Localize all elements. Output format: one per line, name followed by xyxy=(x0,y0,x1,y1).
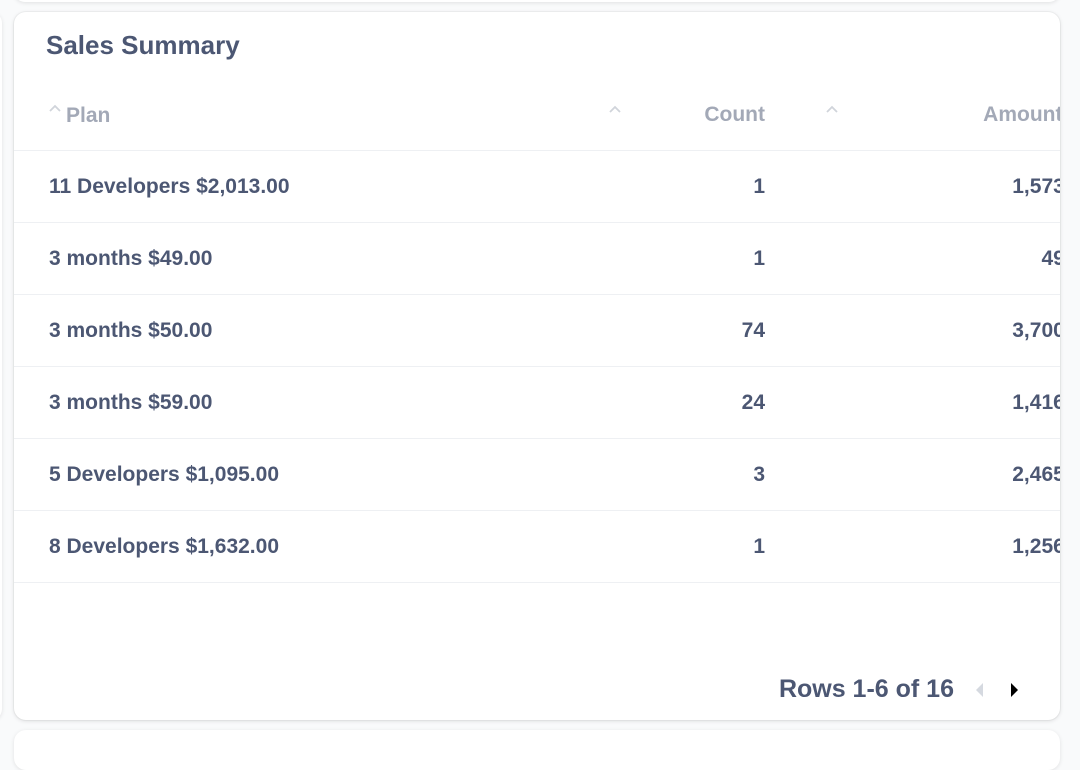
previous-card xyxy=(14,0,1060,2)
sales-summary-card: Sales Summary Plan Count xyxy=(14,12,1060,720)
rows-range-label: Rows 1-6 of 16 xyxy=(778,675,954,703)
cell-plan: 3 months $50.00 xyxy=(14,294,608,367)
table-row[interactable]: 3 months $49.00 1 49.00 xyxy=(14,222,1060,295)
cell-count: 24 xyxy=(608,366,765,439)
table-row[interactable]: 3 months $59.00 24 1,416.00 xyxy=(14,366,1060,439)
column-label-count: Count xyxy=(704,103,765,126)
column-label-amount: Amount ($) xyxy=(983,103,1060,126)
cell-count: 1 xyxy=(608,150,765,223)
cell-amount: 49.00 xyxy=(765,222,1060,295)
table-row[interactable]: 11 Developers $2,013.00 1 1,573.00 xyxy=(14,150,1060,223)
pagination: Rows 1-6 of 16 xyxy=(779,675,1026,704)
next-card xyxy=(14,730,1060,770)
cell-count: 1 xyxy=(608,510,765,583)
cell-amount: 1,256.00 xyxy=(765,510,1060,583)
cell-count: 74 xyxy=(608,294,765,367)
previous-page-button[interactable] xyxy=(968,676,990,704)
table-row[interactable]: 8 Developers $1,632.00 1 1,256.00 xyxy=(14,510,1060,583)
column-header-plan[interactable]: Plan xyxy=(14,80,608,151)
cell-plan: 3 months $59.00 xyxy=(14,366,608,439)
sort-arrow-icon[interactable] xyxy=(825,96,839,113)
side-card xyxy=(0,12,2,720)
cell-amount: 1,573.00 xyxy=(765,150,1060,223)
summary-table: Plan Count Amount ($) xyxy=(14,80,1060,583)
cell-amount: 1,416.00 xyxy=(765,366,1060,439)
cell-count: 3 xyxy=(608,438,765,511)
sort-arrow-icon[interactable] xyxy=(48,103,62,113)
chevron-right-icon xyxy=(1011,682,1018,697)
sort-arrow-icon[interactable] xyxy=(608,96,622,113)
cell-plan: 8 Developers $1,632.00 xyxy=(14,510,608,583)
column-header-amount[interactable]: Amount ($) xyxy=(765,80,1060,151)
column-header-count[interactable]: Count xyxy=(608,80,765,151)
cell-amount: 2,465.00 xyxy=(765,438,1060,511)
chevron-left-icon xyxy=(976,682,983,697)
cell-plan: 11 Developers $2,013.00 xyxy=(14,150,608,223)
table-row[interactable]: 3 months $50.00 74 3,700.00 xyxy=(14,294,1060,367)
card-title: Sales Summary xyxy=(46,30,240,60)
table-header-row: Plan Count Amount ($) xyxy=(14,80,1060,151)
table-row[interactable]: 5 Developers $1,095.00 3 2,465.00 xyxy=(14,438,1060,511)
next-page-button[interactable] xyxy=(1004,676,1026,704)
cell-plan: 5 Developers $1,095.00 xyxy=(14,438,608,511)
cell-plan: 3 months $49.00 xyxy=(14,222,608,295)
cell-amount: 3,700.00 xyxy=(765,294,1060,367)
column-label-plan: Plan xyxy=(66,103,111,127)
cell-count: 1 xyxy=(608,222,765,295)
